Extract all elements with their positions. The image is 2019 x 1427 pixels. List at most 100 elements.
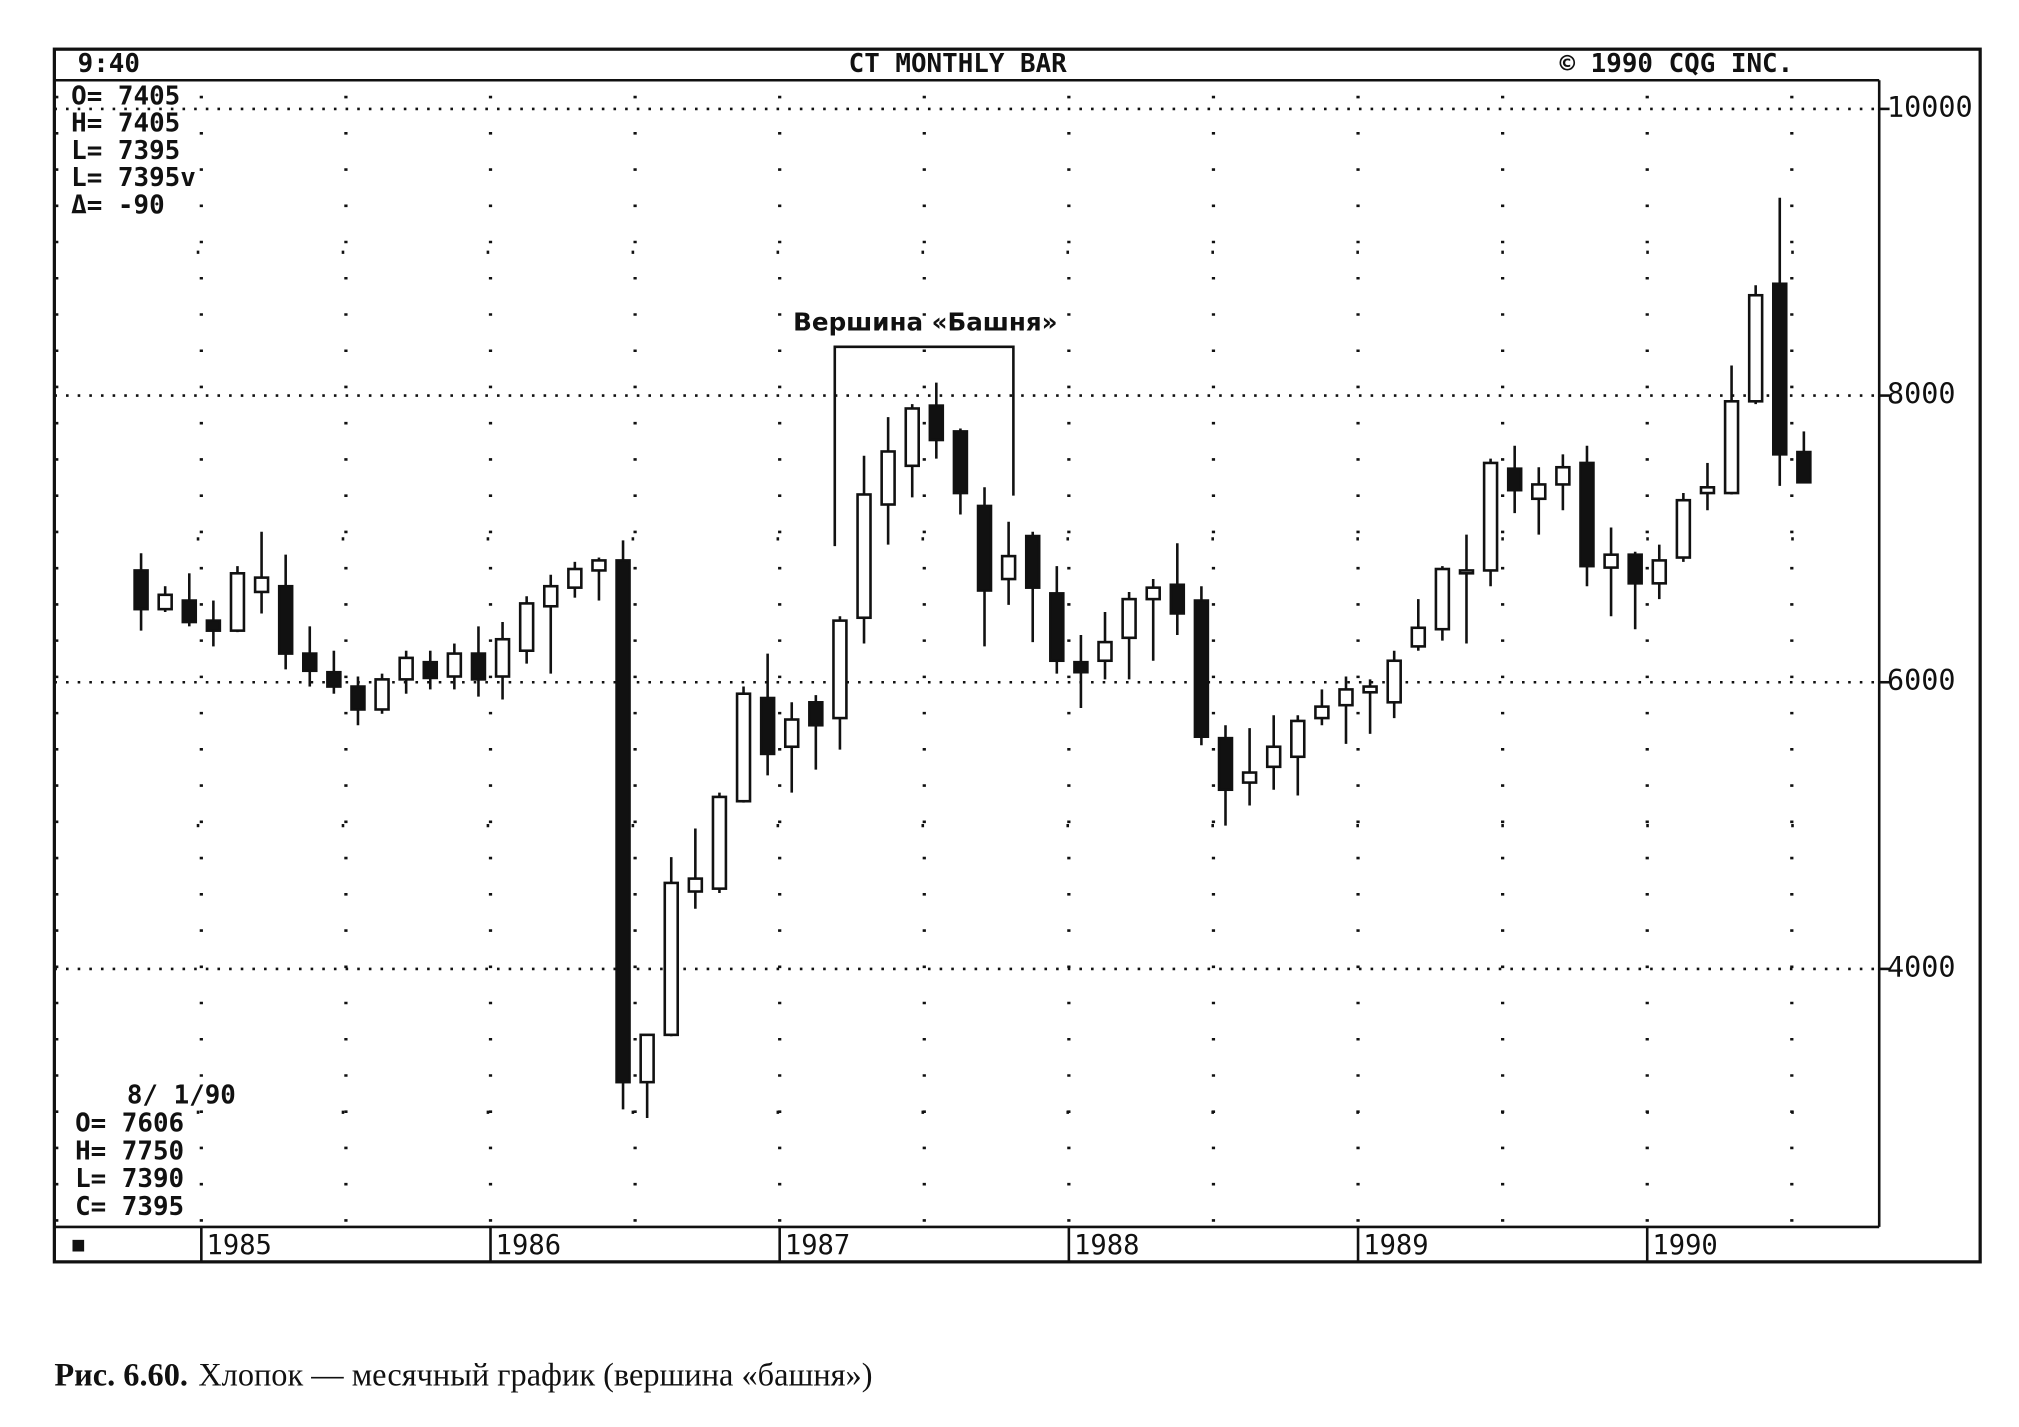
candle-body — [1603, 553, 1619, 569]
candle-body — [1362, 685, 1378, 694]
candle-body — [928, 404, 945, 442]
candle-body — [205, 619, 222, 632]
candle-body — [542, 584, 559, 608]
info-bottom-line: 8/ 1/90 — [127, 1081, 236, 1111]
candle-body — [567, 567, 583, 589]
candle-body — [808, 701, 824, 727]
info-top-line: O= 7405 — [71, 82, 180, 112]
x-tick-label: 1987 — [785, 1230, 850, 1261]
candle-body — [253, 576, 270, 594]
candle-body — [1796, 450, 1812, 484]
candle-body — [1651, 559, 1668, 585]
candle-body — [1121, 597, 1137, 640]
candle-body — [759, 696, 776, 756]
candle-body — [952, 430, 969, 495]
candle-body — [735, 692, 752, 803]
candle-body — [1482, 461, 1499, 572]
candle-body — [1314, 705, 1330, 720]
caption-label: Рис. 6.60. — [54, 1357, 188, 1393]
candle-body — [1145, 586, 1161, 601]
y-tick-label: 4000 — [1887, 951, 1956, 984]
candle-body — [904, 407, 920, 468]
caption-text: Хлопок — месячный график (вершина «башня… — [198, 1357, 872, 1393]
candle-body — [1675, 498, 1692, 559]
x-tick-label: 1990 — [1652, 1230, 1717, 1261]
candle-body — [518, 602, 535, 653]
annotation: Вершина «Башня» — [793, 308, 1057, 337]
chart-title: CT MONTHLY BAR — [849, 49, 1068, 79]
info-top-line: L= 7395v — [71, 163, 196, 193]
candle-body — [181, 599, 198, 624]
candle-body — [133, 569, 149, 611]
candle-body — [615, 559, 631, 1084]
x-tick-label: 1988 — [1074, 1230, 1139, 1261]
candle-body — [1024, 534, 1041, 589]
header-copyright: © 1990 CQG INC. — [1560, 49, 1794, 79]
info-top-line: L= 7395 — [71, 136, 180, 166]
candle-body — [1579, 461, 1595, 568]
info-bottom-line: H= 7750 — [75, 1136, 184, 1166]
candle-body — [880, 450, 896, 506]
candle-body — [663, 881, 680, 1037]
candle-body — [1458, 569, 1475, 575]
candle-body — [277, 584, 294, 655]
y-tick-label: 8000 — [1887, 378, 1956, 411]
info-bottom-line: C= 7395 — [75, 1192, 184, 1222]
candle-body — [398, 656, 414, 681]
candle-body — [711, 795, 728, 890]
frame — [52, 47, 1982, 1264]
candle-body — [1747, 293, 1764, 403]
corner-square — [72, 1239, 85, 1252]
candle-body — [422, 660, 439, 680]
candle-body — [1627, 553, 1643, 585]
candle-body — [157, 593, 173, 611]
candle-body — [1506, 467, 1523, 492]
candle-body — [1723, 400, 1740, 495]
candle-body — [1531, 483, 1547, 501]
candle-body — [1241, 771, 1258, 784]
header-time: 9:40 — [78, 49, 140, 79]
x-tick-label: 1989 — [1363, 1230, 1428, 1261]
candle-body — [976, 504, 993, 592]
candle-body — [832, 619, 848, 720]
y-tick-label: 10000 — [1887, 91, 1973, 124]
candle-body — [229, 572, 246, 632]
candle-body — [446, 652, 463, 678]
candle-body — [1217, 736, 1234, 792]
x-tick-label: 1986 — [496, 1230, 561, 1261]
candle-body — [783, 718, 800, 749]
candle-body — [1290, 719, 1306, 759]
info-bottom-line: O= 7606 — [75, 1109, 184, 1139]
candle-body — [1699, 486, 1716, 495]
x-tick-label: 1985 — [207, 1230, 272, 1261]
candle-body — [1073, 660, 1089, 674]
candle-body — [591, 559, 607, 572]
candle-body — [326, 670, 342, 688]
candle-body — [856, 493, 872, 620]
caption: Рис. 6.60. Хлопок — месячный график (верш… — [54, 1357, 872, 1393]
candle-body — [1169, 583, 1186, 615]
candle-body — [1265, 745, 1282, 769]
candle-body — [1049, 592, 1065, 663]
candle-body — [1434, 567, 1451, 631]
candle-body — [1386, 659, 1402, 704]
candle-body — [1338, 688, 1354, 707]
info-top-line: Δ= -90 — [71, 190, 164, 220]
candle-body — [639, 1033, 655, 1084]
candle-body — [374, 678, 390, 711]
candle-body — [1097, 640, 1113, 663]
candle-body — [302, 652, 318, 673]
info-top-line: H= 7405 — [71, 109, 180, 139]
y-tick-label: 6000 — [1887, 664, 1956, 697]
candle-body — [470, 652, 487, 681]
candle-body — [350, 685, 366, 711]
candle-body — [494, 637, 511, 678]
candle-body — [1771, 282, 1788, 456]
candle-body — [1410, 626, 1427, 648]
annotation-bracket — [833, 345, 1015, 547]
candle-body — [1193, 599, 1210, 739]
candle-body — [687, 877, 704, 893]
candle-body — [1000, 554, 1017, 581]
candle-body — [1555, 465, 1571, 486]
